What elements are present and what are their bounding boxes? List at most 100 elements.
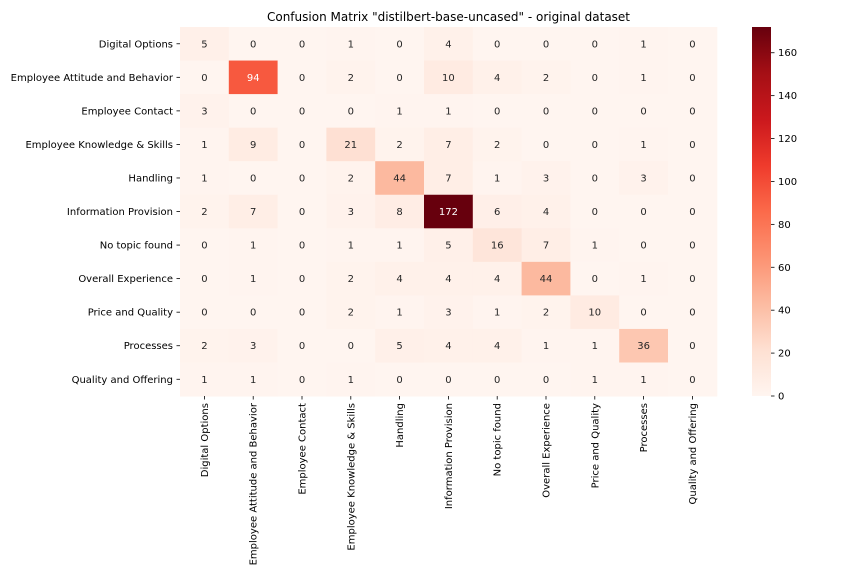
heatmap-cell xyxy=(326,228,376,263)
cell-value-label: 44 xyxy=(393,173,406,184)
cell-value-label: 0 xyxy=(592,274,598,285)
heatmap-cell xyxy=(277,362,327,397)
heatmap-cell xyxy=(472,362,523,397)
heatmap-cell xyxy=(228,161,279,196)
cell-value-label: 0 xyxy=(543,140,549,151)
heatmap-cell xyxy=(668,362,718,397)
column-tick-label: Information Provision xyxy=(444,403,455,509)
heatmap-cell xyxy=(619,60,669,95)
cell-value-label: 0 xyxy=(543,39,549,50)
heatmap-cell xyxy=(277,261,327,296)
cell-value-label: 5 xyxy=(445,241,451,252)
heatmap-cell xyxy=(180,27,230,62)
cell-value-label: 0 xyxy=(299,140,305,151)
cell-value-label: 1 xyxy=(494,173,500,184)
heatmap-cell xyxy=(180,228,230,263)
heatmap-cell xyxy=(424,295,474,330)
cell-value-label: 0 xyxy=(689,274,695,285)
heatmap-cell xyxy=(668,60,718,95)
heatmap-cell xyxy=(521,60,571,95)
heatmap-cell xyxy=(521,228,571,263)
cell-value-label: 2 xyxy=(543,308,549,319)
cell-value-label: 0 xyxy=(592,207,598,218)
column-tick-label: Overall Experience xyxy=(542,403,553,498)
cell-value-label: 7 xyxy=(445,140,451,151)
heatmap-cell xyxy=(375,161,425,196)
heatmap-cell xyxy=(424,127,474,162)
heatmap-cell xyxy=(668,328,718,363)
column-tick-label: Processes xyxy=(639,403,650,452)
heatmap-cell xyxy=(326,127,376,162)
heatmap-cell xyxy=(277,328,327,363)
cell-value-label: 44 xyxy=(540,274,553,285)
colorbar: 0 20 40 60 80 100 120 140 160 xyxy=(752,27,797,403)
heatmap-cells: 5 0 0 1 0 4 0 0 0 1 00 94 0 2 0 10 4 2 0 1 03 0 0 0 1 1 0 0 0 0 01 9 0 21… xyxy=(180,27,718,397)
cell-value-label: 0 xyxy=(494,39,500,50)
heatmap-cell xyxy=(521,194,571,229)
heatmap-cell xyxy=(277,127,327,162)
heatmap-cell xyxy=(326,27,376,62)
heatmap-cell xyxy=(228,60,279,95)
heatmap-cell xyxy=(570,161,620,196)
heatmap-cell xyxy=(521,328,571,363)
cell-value-label: 0 xyxy=(250,308,256,319)
column-tick-label: Digital Options xyxy=(200,403,211,477)
heatmap-cell xyxy=(619,228,669,263)
cell-value-label: 0 xyxy=(299,274,305,285)
cell-value-label: 1 xyxy=(201,140,207,151)
column-tick-label: Employee Knowledge & Skills xyxy=(346,403,357,551)
cell-value-label: 0 xyxy=(299,173,305,184)
heatmap-cell xyxy=(375,60,425,95)
cell-value-label: 0 xyxy=(494,375,500,386)
heatmap-cell xyxy=(619,94,669,129)
colorbar-tick-label: 100 xyxy=(778,177,797,188)
cell-value-label: 0 xyxy=(689,375,695,386)
cell-value-label: 172 xyxy=(439,207,458,218)
heatmap-cell xyxy=(570,328,620,363)
heatmap-cell xyxy=(668,127,718,162)
heatmap-cell xyxy=(277,194,327,229)
heatmap-cell xyxy=(375,261,425,296)
heatmap-cell xyxy=(472,94,523,129)
cell-value-label: 2 xyxy=(494,140,500,151)
heatmap-cell xyxy=(570,27,620,62)
colorbar-gradient xyxy=(752,27,771,396)
cell-value-label: 0 xyxy=(445,375,451,386)
heatmap-cell xyxy=(521,127,571,162)
cell-value-label: 1 xyxy=(494,308,500,319)
heatmap-cell xyxy=(619,127,669,162)
column-tick-label: Employee Attitude and Behavior xyxy=(249,402,260,565)
heatmap-cell xyxy=(180,127,230,162)
cell-value-label: 1 xyxy=(348,241,354,252)
heatmap-cell xyxy=(375,194,425,229)
heatmap-cell xyxy=(326,261,376,296)
cell-value-label: 1 xyxy=(348,39,354,50)
heatmap-cell xyxy=(521,362,571,397)
cell-value-label: 0 xyxy=(396,73,402,84)
cell-value-label: 3 xyxy=(250,341,256,352)
row-tick-label: Handling xyxy=(128,173,173,184)
heatmap-cell xyxy=(375,27,425,62)
heatmap-cell xyxy=(277,94,327,129)
heatmap-cell xyxy=(228,127,279,162)
heatmap-cell xyxy=(668,261,718,296)
cell-value-label: 0 xyxy=(250,106,256,117)
heatmap-cell xyxy=(668,161,718,196)
heatmap-cell xyxy=(326,60,376,95)
cell-value-label: 21 xyxy=(344,140,357,151)
heatmap-cell xyxy=(326,194,376,229)
heatmap-cell xyxy=(619,161,669,196)
heatmap-cell xyxy=(180,161,230,196)
cell-value-label: 2 xyxy=(201,341,207,352)
heatmap-cell xyxy=(277,27,327,62)
heatmap-cell xyxy=(424,161,474,196)
cell-value-label: 0 xyxy=(299,73,305,84)
heatmap-cell xyxy=(277,60,327,95)
heatmap-cell xyxy=(668,228,718,263)
cell-value-label: 3 xyxy=(201,106,207,117)
cell-value-label: 0 xyxy=(348,106,354,117)
cell-value-label: 0 xyxy=(640,241,646,252)
cell-value-label: 9 xyxy=(250,140,256,151)
heatmap-cell xyxy=(277,161,327,196)
colorbar-tick-label: 80 xyxy=(778,220,791,231)
